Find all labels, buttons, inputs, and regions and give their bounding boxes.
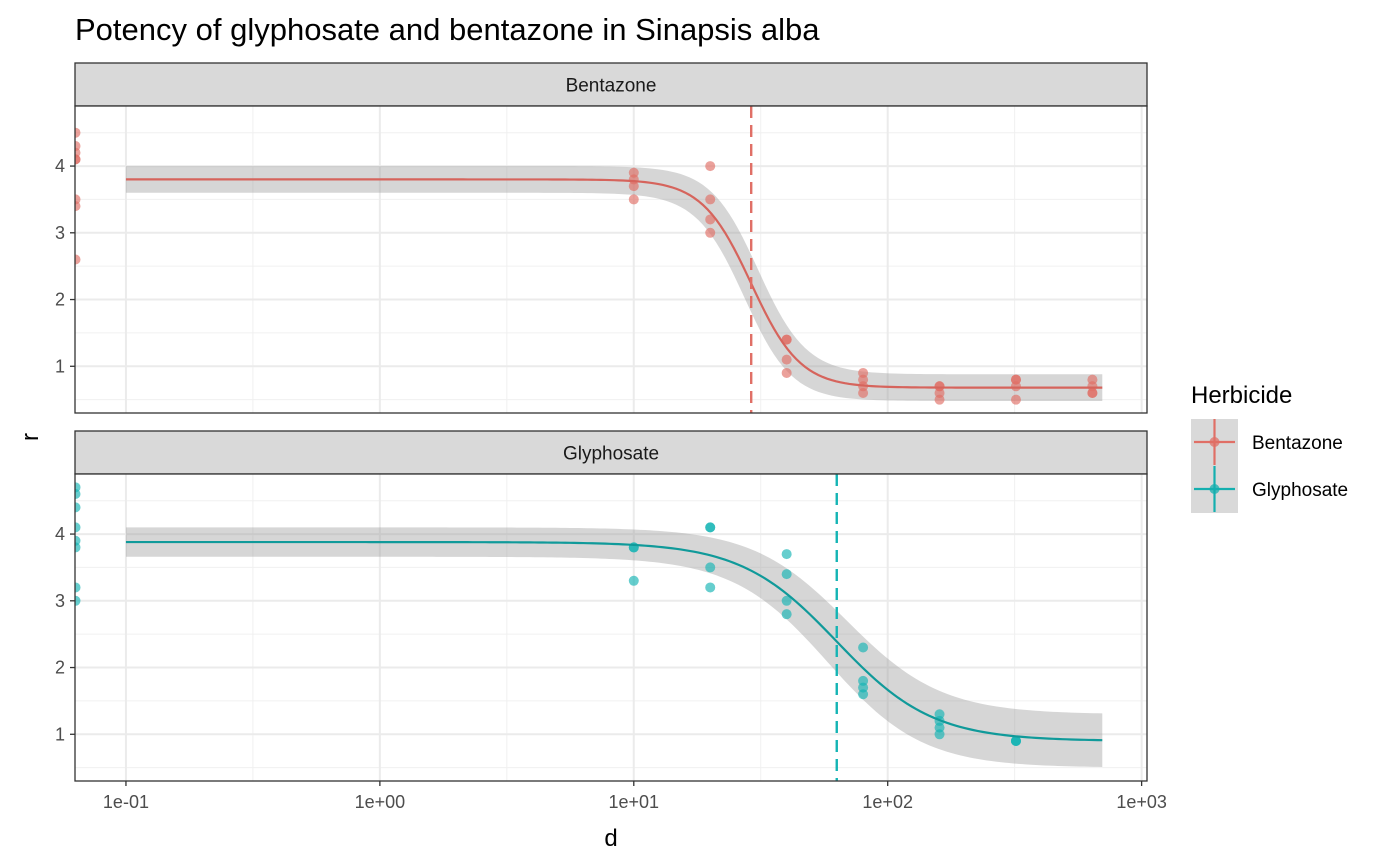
confidence-band: [125, 527, 1103, 767]
y-axis: 1 2 3 4: [55, 156, 75, 376]
legend-keys: Bentazone Glyphosate: [1191, 419, 1348, 513]
facet-panel-bentazone: Bentazone 1 2 3 4: [55, 62, 1148, 414]
data-point: [628, 575, 639, 586]
data-point-zero-dose: [75, 254, 81, 265]
data-point: [858, 642, 869, 653]
data-point: [781, 549, 792, 560]
data-point: [781, 569, 792, 580]
data-point: [1010, 394, 1021, 405]
data-point-zero-dose: [75, 542, 81, 553]
data-point: [628, 194, 639, 205]
data-point: [934, 729, 945, 740]
panel-border: [74, 473, 1148, 782]
data-point: [1010, 381, 1021, 392]
y-tick-label: 3: [55, 223, 65, 243]
data-point-zero-dose: [75, 595, 81, 606]
y-tick-label: 3: [55, 591, 65, 611]
x-tick-label: 1e+03: [1116, 792, 1167, 812]
data-point-zero-dose: [75, 522, 81, 533]
legend-key-point: [1209, 437, 1220, 447]
legend: Herbicide Bentazone Glyphosate: [1191, 382, 1348, 513]
y-tick-label: 1: [55, 356, 65, 376]
x-tick-label: 1e+00: [355, 792, 406, 812]
legend-key-point: [1209, 484, 1220, 494]
facet-strip-label: Glyphosate: [563, 444, 659, 465]
data-point-zero-dose: [75, 154, 81, 165]
data-point: [781, 595, 792, 606]
data-point: [705, 582, 716, 593]
y-tick-label: 2: [55, 658, 65, 678]
x-tick-label: 1e-01: [103, 792, 149, 812]
y-tick-label: 4: [55, 524, 65, 544]
data-point: [705, 194, 716, 205]
facet-panel-glyphosate: Glyphosate 1 2 3 4: [55, 430, 1148, 782]
data-point-zero-dose: [75, 489, 81, 500]
plot-area: [75, 106, 1103, 413]
legend-key-glyphosate: Glyphosate: [1191, 466, 1348, 513]
plot-area: [75, 474, 1103, 781]
y-tick-label: 2: [55, 290, 65, 310]
data-point-zero-dose: [75, 201, 81, 212]
data-point: [858, 387, 869, 398]
data-point-zero-dose: [75, 582, 81, 593]
legend-title: Herbicide: [1191, 382, 1292, 409]
data-point-zero-dose: [75, 127, 81, 138]
x-axis: 1e-01 1e+00 1e+01 1e+02 1e+03: [103, 781, 1167, 812]
y-axis-label: r: [17, 433, 44, 441]
data-point: [705, 522, 716, 533]
legend-label: Bentazone: [1252, 433, 1343, 454]
data-point: [781, 609, 792, 620]
data-point-zero-dose: [75, 502, 81, 513]
data-point: [934, 394, 945, 405]
x-tick-label: 1e+02: [862, 792, 913, 812]
data-point: [1010, 735, 1021, 746]
confidence-band: [125, 166, 1103, 401]
facet-strip-label: Bentazone: [566, 76, 657, 97]
data-point: [705, 161, 716, 172]
fitted-curve: [125, 178, 1103, 389]
y-tick-label: 4: [55, 156, 65, 176]
fitted-curve: [125, 540, 1103, 742]
data-point: [858, 689, 869, 700]
y-tick-label: 1: [55, 724, 65, 744]
data-point: [705, 562, 716, 573]
data-point: [628, 181, 639, 192]
legend-label: Glyphosate: [1252, 480, 1348, 501]
gridlines: [75, 474, 1147, 781]
panel-border: [74, 105, 1148, 414]
data-point: [705, 227, 716, 238]
data-point: [1087, 387, 1098, 398]
facet-panels: Bentazone 1 2 3 4 Glyphosate 1 2 3 4: [55, 62, 1148, 782]
gridlines: [75, 106, 1147, 413]
data-point: [781, 367, 792, 378]
data-point: [781, 334, 792, 345]
panel-background: [75, 106, 1147, 413]
chart-title: Potency of glyphosate and bentazone in S…: [75, 12, 820, 47]
x-axis-label: d: [604, 825, 617, 852]
facet-strip: [74, 62, 1148, 107]
y-axis: 1 2 3 4: [55, 524, 75, 744]
legend-key-bentazone: Bentazone: [1191, 419, 1343, 466]
x-tick-label: 1e+01: [609, 792, 660, 812]
data-point: [781, 354, 792, 365]
